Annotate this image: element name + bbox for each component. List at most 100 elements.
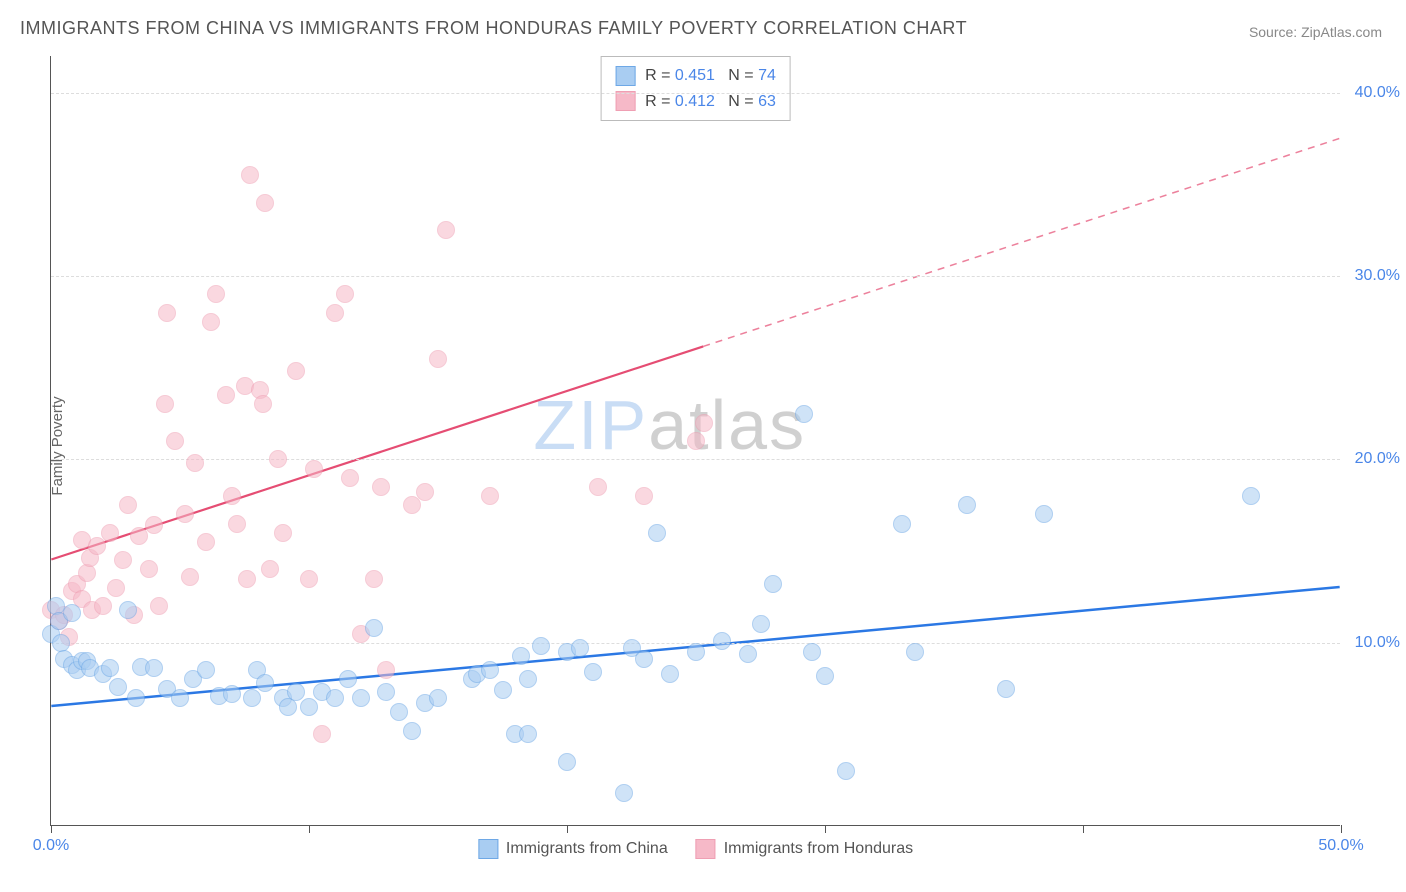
gridline <box>51 93 1340 94</box>
data-point <box>145 659 163 677</box>
source-value: ZipAtlas.com <box>1301 24 1382 40</box>
data-point <box>326 689 344 707</box>
x-tick <box>825 825 826 833</box>
data-point <box>150 597 168 615</box>
y-tick-label: 20.0% <box>1355 450 1400 468</box>
data-point <box>217 386 235 404</box>
data-point <box>615 784 633 802</box>
source-prefix: Source: <box>1249 24 1297 40</box>
data-point <box>390 703 408 721</box>
data-point <box>687 643 705 661</box>
data-point <box>429 689 447 707</box>
data-point <box>339 670 357 688</box>
data-point <box>437 221 455 239</box>
data-point <box>197 533 215 551</box>
data-point <box>158 304 176 322</box>
data-point <box>256 674 274 692</box>
legend-series-item: Immigrants from China <box>478 839 668 859</box>
data-point <box>166 432 184 450</box>
data-point <box>341 469 359 487</box>
data-point <box>416 483 434 501</box>
data-point <box>197 661 215 679</box>
y-tick-label: 10.0% <box>1355 634 1400 652</box>
data-point <box>906 643 924 661</box>
data-point <box>52 634 70 652</box>
data-point <box>365 570 383 588</box>
data-point <box>532 637 550 655</box>
data-point <box>202 313 220 331</box>
data-point <box>287 362 305 380</box>
data-point <box>101 524 119 542</box>
data-point <box>181 568 199 586</box>
data-point <box>571 639 589 657</box>
data-point <box>481 661 499 679</box>
data-point <box>186 454 204 472</box>
y-tick-label: 40.0% <box>1355 84 1400 102</box>
data-point <box>336 285 354 303</box>
data-point <box>429 350 447 368</box>
data-point <box>584 663 602 681</box>
data-point <box>261 560 279 578</box>
data-point <box>481 487 499 505</box>
data-point <box>269 450 287 468</box>
data-point <box>107 579 125 597</box>
data-point <box>243 689 261 707</box>
x-tick-label: 50.0% <box>1318 837 1363 855</box>
data-point <box>558 753 576 771</box>
x-tick <box>1341 825 1342 833</box>
data-point <box>127 689 145 707</box>
data-point <box>1242 487 1260 505</box>
data-point <box>145 516 163 534</box>
data-point <box>287 683 305 701</box>
data-point <box>648 524 666 542</box>
data-point <box>512 647 530 665</box>
data-point <box>119 601 137 619</box>
data-point <box>223 487 241 505</box>
data-point <box>300 698 318 716</box>
data-point <box>305 460 323 478</box>
chart-container: IMMIGRANTS FROM CHINA VS IMMIGRANTS FROM… <box>0 0 1406 892</box>
data-point <box>156 395 174 413</box>
data-point <box>274 524 292 542</box>
legend-stat-row: R = 0.451 N = 74 <box>615 63 776 89</box>
data-point <box>687 432 705 450</box>
data-point <box>171 689 189 707</box>
data-point <box>223 685 241 703</box>
data-point <box>752 615 770 633</box>
data-point <box>176 505 194 523</box>
x-tick <box>309 825 310 833</box>
data-point <box>352 689 370 707</box>
data-point <box>372 478 390 496</box>
data-point <box>695 414 713 432</box>
watermark-zip: ZIP <box>533 386 648 464</box>
legend-swatch <box>615 66 635 86</box>
data-point <box>739 645 757 663</box>
watermark-atlas: atlas <box>648 386 806 464</box>
data-point <box>313 725 331 743</box>
x-tick <box>1083 825 1084 833</box>
chart-title: IMMIGRANTS FROM CHINA VS IMMIGRANTS FROM… <box>20 18 967 39</box>
data-point <box>713 632 731 650</box>
legend-stats: R = 0.451 N = 74R = 0.412 N = 63 <box>600 56 791 121</box>
data-point <box>140 560 158 578</box>
data-point <box>326 304 344 322</box>
data-point <box>365 619 383 637</box>
legend-series-label: Immigrants from Honduras <box>724 840 913 858</box>
gridline <box>51 276 1340 277</box>
data-point <box>795 405 813 423</box>
data-point <box>101 659 119 677</box>
x-tick-label: 0.0% <box>33 837 69 855</box>
data-point <box>130 527 148 545</box>
data-point <box>254 395 272 413</box>
data-point <box>256 194 274 212</box>
data-point <box>519 670 537 688</box>
data-point <box>661 665 679 683</box>
data-point <box>494 681 512 699</box>
data-point <box>635 487 653 505</box>
data-point <box>238 570 256 588</box>
data-point <box>816 667 834 685</box>
data-point <box>207 285 225 303</box>
data-point <box>803 643 821 661</box>
legend-series-item: Immigrants from Honduras <box>696 839 913 859</box>
data-point <box>764 575 782 593</box>
